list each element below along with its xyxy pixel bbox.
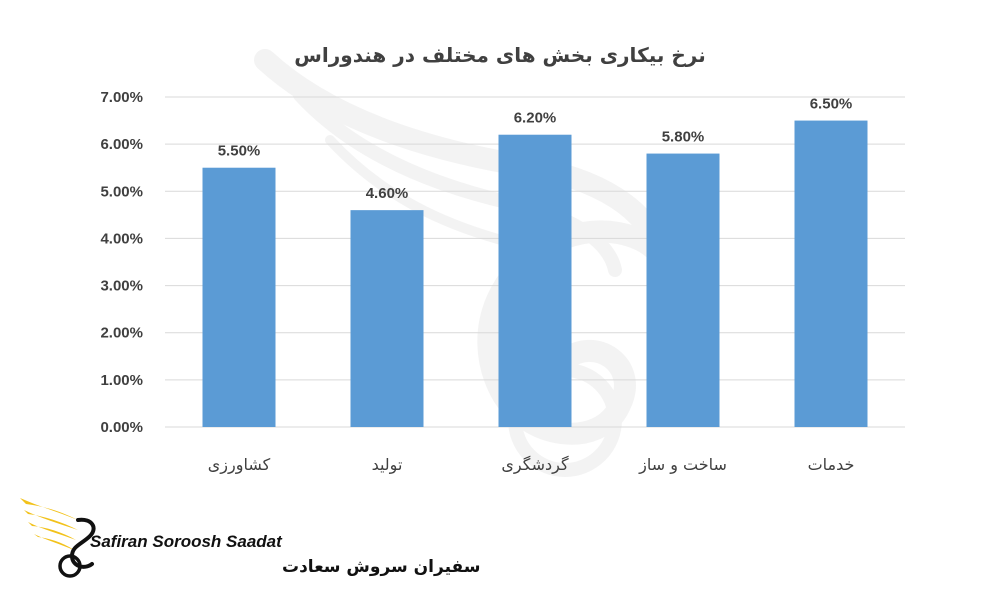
- x-tick-label: گردشگری: [501, 455, 569, 475]
- y-tick-label: 4.00%: [100, 230, 143, 247]
- x-axis-ticks: کشاورزی تولید گردشگری ساخت و ساز خدمات: [208, 455, 855, 475]
- bar: [350, 210, 424, 427]
- bars: [202, 120, 868, 428]
- chart-title: نرخ بیکاری بخش های مختلف در هندوراس: [294, 43, 705, 67]
- bar: [794, 120, 868, 428]
- data-label: 5.80%: [662, 129, 705, 146]
- y-tick-label: 3.00%: [100, 278, 143, 295]
- brand-name-en: Safiran Soroosh Saadat: [90, 532, 283, 551]
- data-label: 6.50%: [810, 96, 853, 113]
- x-tick-label: تولید: [372, 455, 403, 475]
- y-tick-label: 6.00%: [100, 136, 143, 153]
- bar: [498, 134, 572, 427]
- gridlines: [165, 96, 905, 428]
- y-tick-label: 0.00%: [100, 419, 143, 436]
- y-tick-label: 1.00%: [100, 372, 143, 389]
- brand-name-fa: سفیران سروش سعادت: [282, 557, 480, 577]
- x-tick-label: خدمات: [808, 455, 855, 474]
- data-label: 4.60%: [366, 185, 409, 202]
- data-labels: 5.50% 4.60% 6.20% 5.80% 6.50%: [218, 96, 853, 203]
- data-label: 6.20%: [514, 110, 557, 127]
- bar: [646, 153, 720, 428]
- y-axis-ticks: 0.00% 1.00% 2.00% 3.00% 4.00% 5.00% 6.00% 7.00%: [100, 89, 143, 436]
- brand-logo: Safiran Soroosh Saadat سفیران سروش سعادت: [20, 498, 480, 578]
- x-tick-label: ساخت و ساز: [638, 455, 727, 475]
- eagle-wing-s-logo-icon: [20, 498, 96, 578]
- y-tick-label: 5.00%: [100, 183, 143, 200]
- watermark-logo: [254, 49, 671, 477]
- x-tick-label: کشاورزی: [208, 455, 271, 475]
- y-tick-label: 7.00%: [100, 89, 143, 106]
- y-tick-label: 2.00%: [100, 325, 143, 342]
- data-label: 5.50%: [218, 143, 261, 160]
- bar: [202, 167, 276, 427]
